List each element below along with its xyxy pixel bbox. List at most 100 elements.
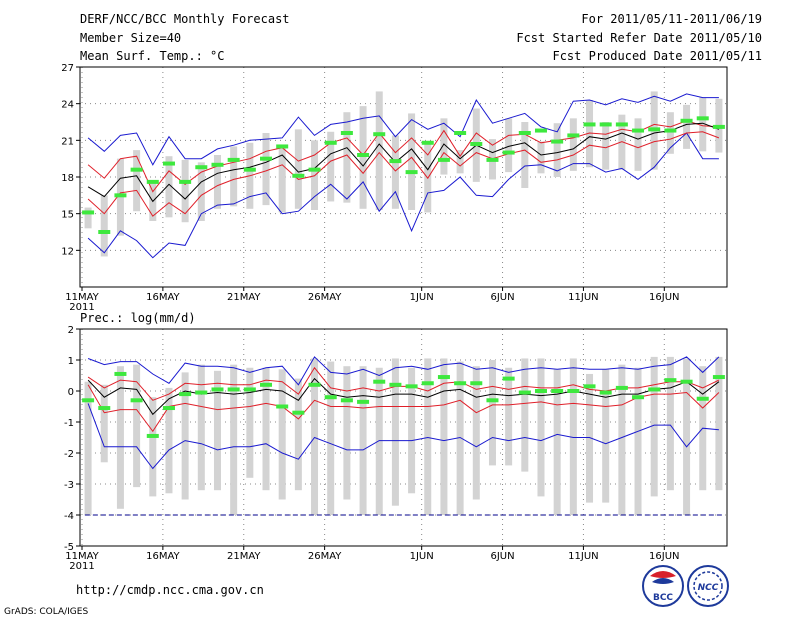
spread-box <box>699 97 707 152</box>
spread-box <box>213 370 221 491</box>
x-tick-label: 11MAY <box>65 292 99 303</box>
series-line-upper <box>87 120 719 193</box>
spread-box <box>456 361 464 515</box>
spread-box <box>84 381 92 515</box>
median-mark <box>389 382 402 387</box>
spread-box <box>359 106 367 209</box>
spread-box <box>553 123 561 177</box>
ncc-logo: NCC <box>687 565 729 607</box>
median-mark <box>130 167 143 172</box>
median-mark <box>211 162 224 167</box>
grads-credit: GrADS: COLA/IGES <box>4 607 88 617</box>
median-mark <box>243 387 256 392</box>
spread-box <box>327 131 335 202</box>
spread-box <box>440 118 448 175</box>
spread-box <box>408 367 416 494</box>
y-tick-label: 27 <box>61 63 74 74</box>
source-url[interactable]: http://cmdp.ncc.cma.gov.cn <box>76 583 264 597</box>
median-mark <box>340 131 353 135</box>
spread-box <box>149 397 157 497</box>
median-mark <box>664 128 677 133</box>
x-tick-label: 16MAY <box>146 551 180 562</box>
median-mark <box>664 378 677 383</box>
spread-box <box>278 145 286 213</box>
median-mark <box>146 433 159 438</box>
series-line-min <box>87 403 719 470</box>
y-tick-label: 12 <box>61 246 74 257</box>
spread-box <box>197 162 205 221</box>
series-line-max <box>87 356 720 386</box>
spread-box <box>197 364 205 491</box>
x-tick-label: 1JUN <box>410 292 434 303</box>
bcc-logo: BCC <box>642 565 684 607</box>
median-mark <box>260 382 273 387</box>
y-tick-label: -2 <box>64 449 74 460</box>
median-mark <box>648 387 661 392</box>
median-mark <box>389 159 402 164</box>
spread-box <box>165 156 173 218</box>
median-mark <box>357 153 370 157</box>
plot-frame <box>79 328 728 547</box>
median-mark <box>162 161 175 166</box>
spread-box <box>440 358 448 515</box>
spread-box <box>634 118 642 171</box>
median-mark <box>696 116 709 121</box>
series-line-upper <box>87 366 720 401</box>
spread-box <box>569 118 577 171</box>
median-mark <box>421 381 434 386</box>
median-mark <box>324 140 337 145</box>
spread-box <box>521 122 529 188</box>
spread-box <box>327 361 335 515</box>
median-mark <box>421 140 434 145</box>
ncc-logo-text: NCC <box>698 583 719 593</box>
spread-box <box>666 356 674 491</box>
median-mark <box>551 139 564 144</box>
spread-box <box>84 207 92 229</box>
median-mark <box>195 390 208 395</box>
median-mark <box>114 193 127 198</box>
median-mark <box>599 390 612 395</box>
variable-label: Mean Surf. Temp.: °C <box>80 49 225 63</box>
median-mark <box>632 128 645 133</box>
x-tick-label: 16JUN <box>649 551 679 562</box>
spread-box <box>650 356 658 497</box>
x-tick-label: 16JUN <box>649 292 679 303</box>
median-mark <box>567 133 580 138</box>
median-mark <box>680 379 693 384</box>
spread-box <box>666 112 674 154</box>
median-mark <box>534 389 547 393</box>
x-tick-label: 16MAY <box>146 292 180 303</box>
median-mark <box>615 122 628 127</box>
series-line-mean <box>87 122 720 203</box>
spread-box <box>343 112 351 203</box>
median-mark <box>648 127 661 132</box>
spread-box <box>100 195 108 257</box>
spread-box <box>311 358 319 515</box>
spread-box <box>537 358 545 497</box>
y-tick-label: 24 <box>61 100 74 111</box>
spread-box <box>262 133 270 206</box>
forecast-period: For 2011/05/11-2011/06/19 <box>581 12 762 26</box>
spread-box <box>100 384 108 463</box>
median-mark <box>292 410 305 415</box>
median-mark <box>437 375 450 380</box>
y-tick-label: 18 <box>61 173 74 184</box>
median-mark <box>486 398 499 403</box>
median-mark <box>195 165 208 170</box>
median-mark <box>599 122 612 127</box>
spread-box <box>213 155 221 209</box>
temperature-panel: 12 15 18 21 24 27 11MAY 16MAY 21MAY 26MAY 1JUN 6JUN… <box>61 63 728 313</box>
median-mark <box>615 385 628 390</box>
x-tick-label: 11JUN <box>568 292 598 303</box>
median-mark <box>340 398 353 403</box>
median-mark <box>243 167 256 172</box>
median-mark <box>308 382 321 387</box>
forecast-title: DERF/NCC/BCC Monthly Forecast <box>80 12 290 26</box>
median-mark <box>227 387 240 392</box>
series-line-max <box>87 93 719 166</box>
median-mark <box>551 389 564 393</box>
spread-box <box>294 378 302 491</box>
median-mark <box>146 179 159 184</box>
spread-box <box>602 369 610 503</box>
